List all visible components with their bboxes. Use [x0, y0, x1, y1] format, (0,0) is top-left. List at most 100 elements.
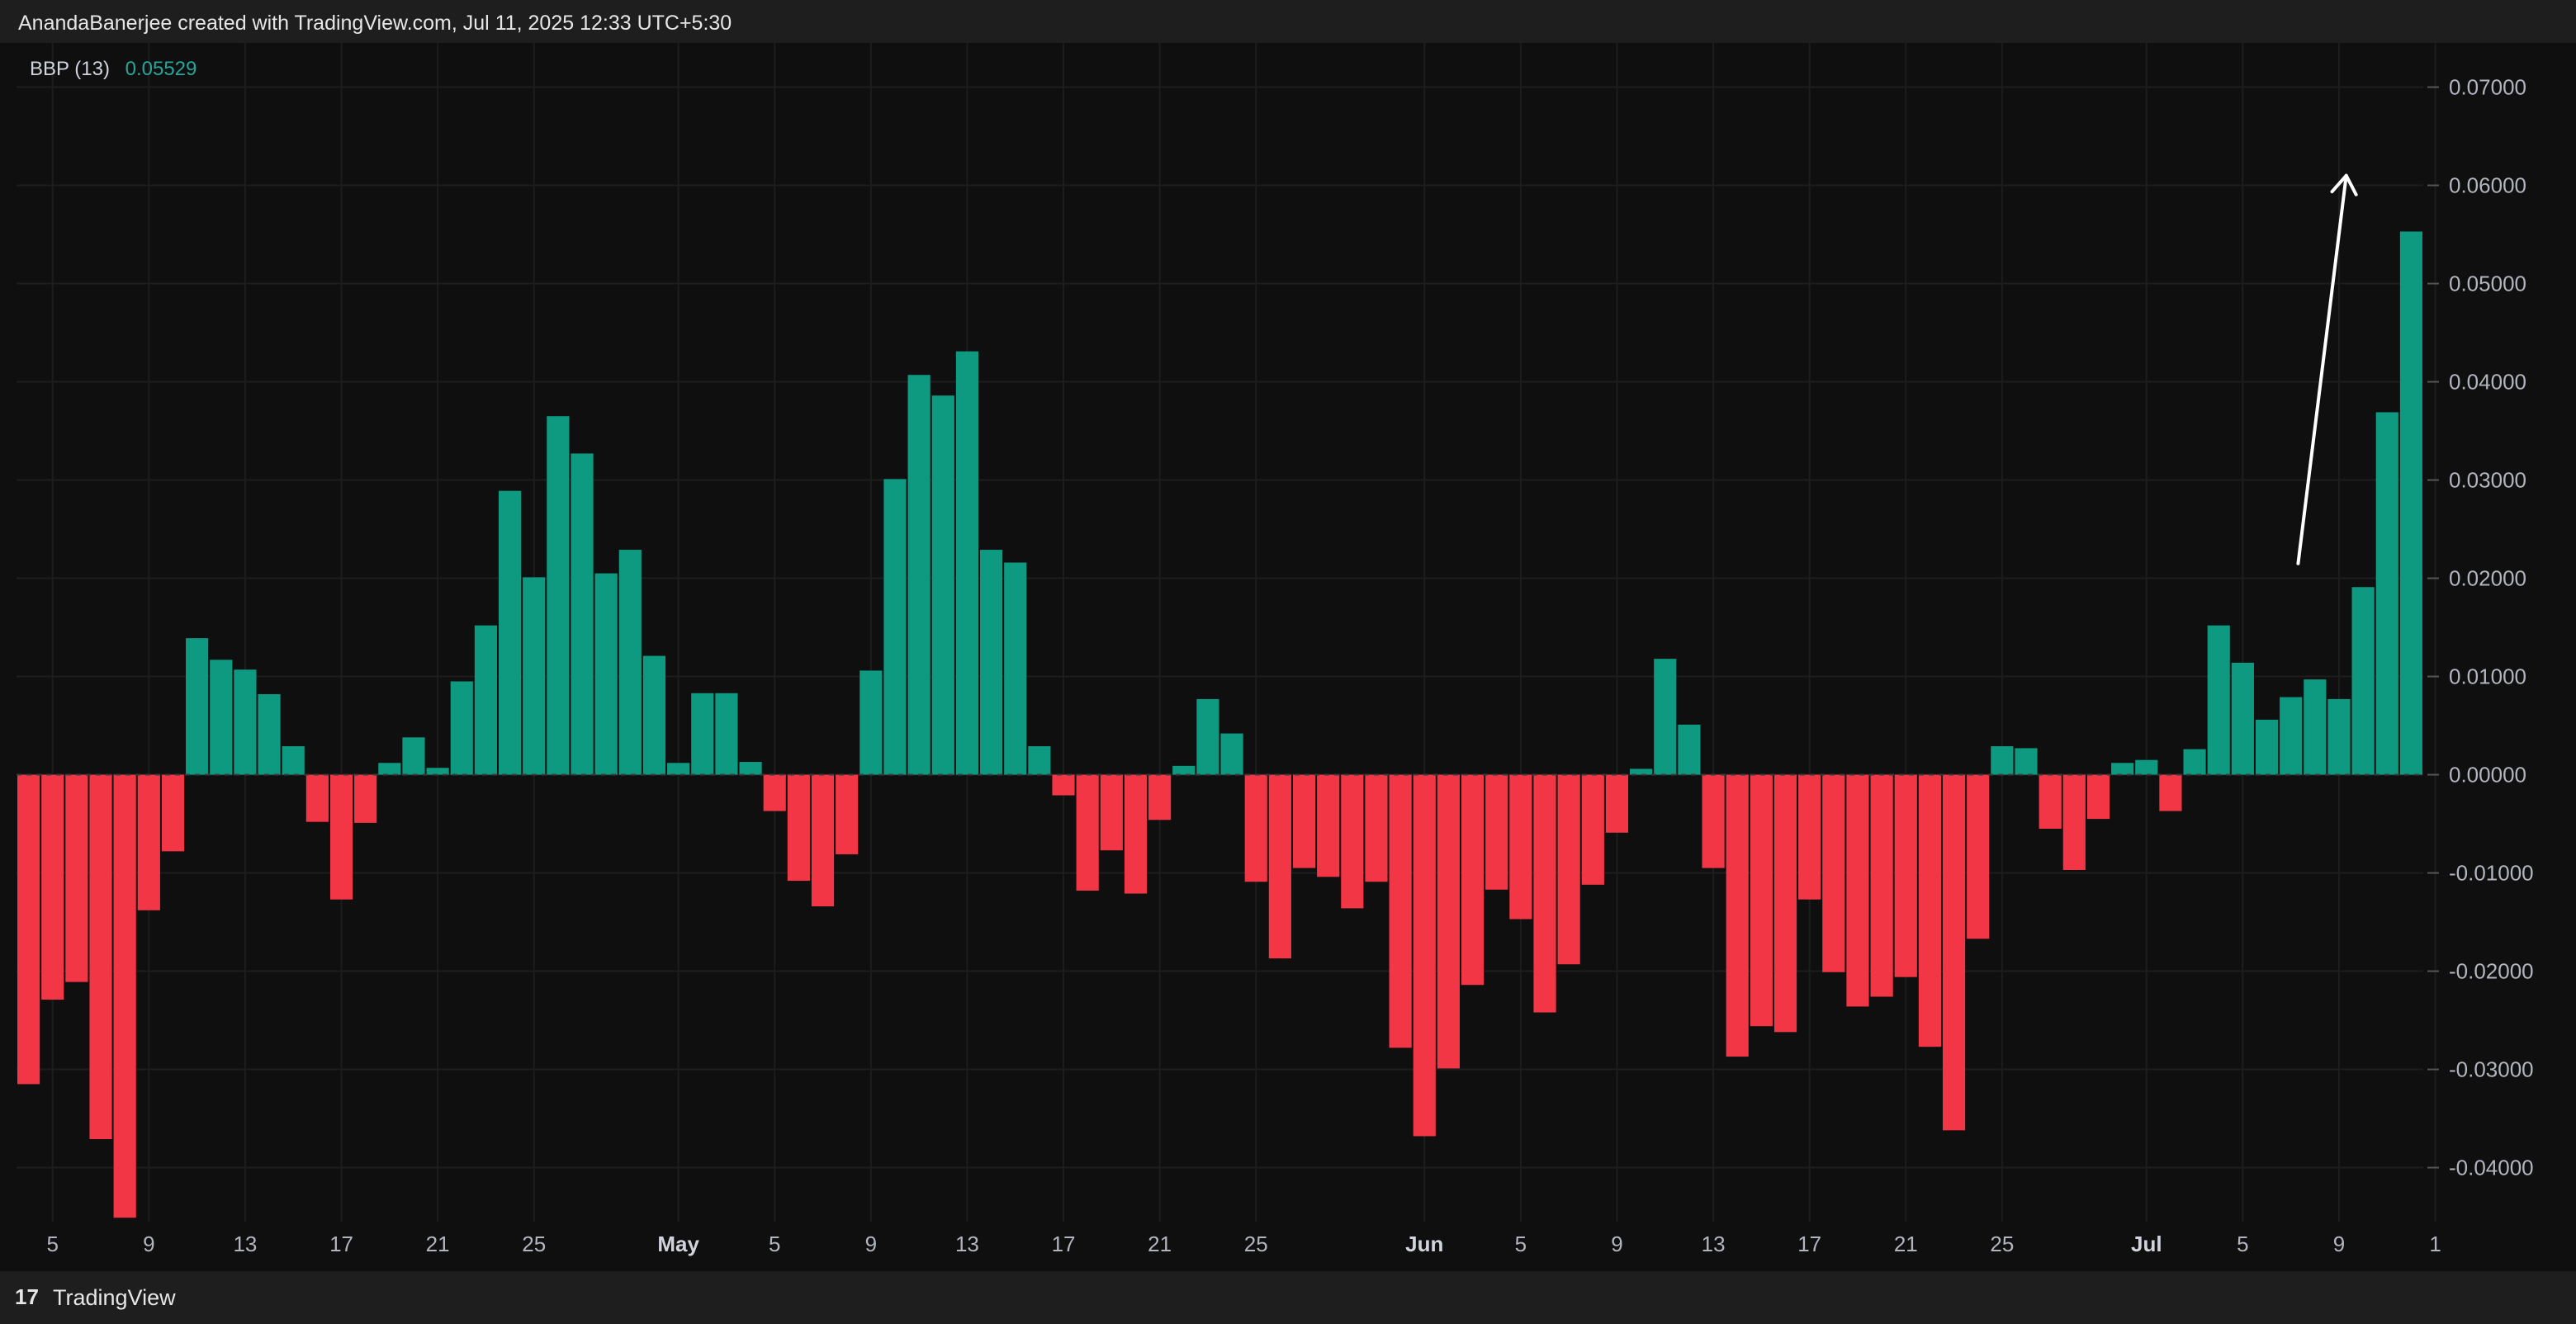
x-tick-label: May	[657, 1232, 699, 1256]
bbp-bar	[234, 669, 257, 775]
bbp-bar	[329, 774, 353, 900]
bbp-bar	[715, 693, 738, 775]
y-tick-label: -0.02000	[2449, 959, 2534, 984]
bbp-bar	[1004, 562, 1027, 775]
x-tick-label: 13	[233, 1232, 257, 1256]
bbp-bar	[836, 774, 859, 854]
bbp-bar	[811, 774, 835, 907]
bbp-bar	[1726, 774, 1749, 1057]
bbp-bar	[1365, 774, 1388, 882]
y-tick-label: 0.03000	[2449, 468, 2526, 493]
y-axis[interactable]: 0.07000 0.06000 0.05000 0.04000 0.03000 0.020…	[2427, 75, 2534, 1180]
bbp-bar	[1943, 774, 1966, 1131]
y-tick-label: 0.07000	[2449, 75, 2526, 100]
bbp-bar	[547, 416, 570, 775]
bbp-bar	[2255, 719, 2279, 775]
bbp-bar	[2111, 763, 2134, 775]
x-tick-label: 25	[1990, 1232, 2014, 1256]
bbp-bar	[378, 763, 401, 775]
bbp-bar	[1461, 774, 1485, 986]
bbp-bar	[1076, 774, 1099, 891]
x-tick-label: 9	[1611, 1232, 1622, 1256]
bbp-bar	[763, 774, 786, 811]
bbp-bar	[499, 490, 522, 775]
x-axis[interactable]: 5 9 13 17 21 25 May 5 9 13 17 21 25 Jun 5 9 13 17 21 25 Jul 5…	[46, 1232, 2441, 1256]
arrow-shaft	[2296, 173, 2348, 565]
bbp-bar	[1654, 659, 1677, 775]
bbp-bar	[2039, 774, 2062, 829]
bbp-bar	[426, 768, 449, 775]
bbp-bar	[1605, 774, 1629, 833]
bbp-bar	[2304, 679, 2327, 775]
bbp-bar	[1581, 774, 1604, 885]
bbp-bar	[1702, 774, 1725, 868]
bbp-bar	[907, 375, 930, 775]
bbp-bar	[1268, 774, 1291, 959]
y-tick-label: 0.01000	[2449, 664, 2526, 689]
bbp-bar	[1100, 774, 1123, 851]
x-tick-label: 9	[143, 1232, 154, 1256]
indicator-value: 0.05529	[125, 58, 197, 80]
x-tick-label: 5	[46, 1232, 58, 1256]
bbp-bar	[1822, 774, 1845, 972]
bbp-bar	[1196, 698, 1219, 775]
bbp-bar	[137, 774, 160, 910]
bbp-bar	[1485, 774, 1508, 890]
bbp-bar	[1991, 746, 2014, 775]
y-tick-label: 0.00000	[2449, 763, 2526, 787]
x-tick-label: 25	[1244, 1232, 1268, 1256]
bbp-bar	[1413, 774, 1436, 1137]
bbp-chart[interactable]: 0.07000 0.06000 0.05000 0.04000 0.03000 0.020…	[0, 43, 2576, 1271]
bbp-bar	[2351, 587, 2375, 775]
bbp-bar	[642, 655, 666, 775]
y-tick-label: -0.01000	[2449, 861, 2534, 886]
indicator-legend[interactable]: BBP (13) 0.05529	[30, 58, 197, 81]
grid-lines	[17, 43, 2436, 1222]
bbp-bar	[2086, 774, 2110, 820]
bbp-bar	[2375, 412, 2398, 775]
x-tick-label: Jun	[1405, 1232, 1443, 1256]
bbp-bar	[1148, 774, 1172, 820]
bbp-bar	[1437, 774, 1460, 1069]
bbp-bar	[1918, 774, 1941, 1047]
bbp-bar	[210, 660, 233, 775]
bbp-bar	[1124, 774, 1148, 894]
bbp-bar	[2015, 748, 2038, 775]
bbp-bar	[1533, 774, 1556, 1013]
bbp-bar	[1894, 774, 1917, 977]
x-tick-label: 5	[2237, 1232, 2248, 1256]
bbp-bar	[2062, 774, 2086, 870]
bbp-bar	[282, 746, 305, 775]
y-tick-label: 0.05000	[2449, 272, 2526, 296]
arrow-head	[2330, 173, 2358, 196]
y-tick-label: 0.02000	[2449, 566, 2526, 591]
x-tick-label: 17	[1797, 1232, 1821, 1256]
bbp-bar	[2135, 759, 2158, 775]
bbp-bar	[1967, 774, 1990, 939]
bbp-bar	[883, 479, 907, 775]
bbp-bar	[450, 681, 473, 775]
bbp-bar	[1244, 774, 1267, 882]
bbp-bar	[618, 550, 642, 775]
x-tick-label: 21	[1894, 1232, 1918, 1256]
bbp-bar	[1557, 774, 1580, 965]
x-tick-label: 5	[1515, 1232, 1527, 1256]
bbp-bar	[667, 763, 690, 775]
bbp-bar	[2231, 662, 2254, 775]
x-tick-label: 9	[865, 1232, 877, 1256]
x-tick-label: Jul	[2131, 1232, 2162, 1256]
bbp-bar	[89, 774, 112, 1140]
bbp-bar	[2207, 625, 2230, 775]
bbp-bar	[859, 670, 883, 775]
bbp-bar	[1678, 724, 1701, 775]
bbp-bar	[571, 453, 594, 775]
bbp-bar	[980, 550, 1003, 775]
x-tick-label: 1	[2429, 1232, 2441, 1256]
bbp-bar	[65, 774, 88, 982]
bbp-bar	[41, 774, 64, 1000]
bbp-bar	[1773, 774, 1797, 1033]
bbp-bar	[1798, 774, 1821, 900]
bbp-bar	[594, 573, 618, 775]
bbp-bar	[1630, 768, 1653, 775]
bbp-bar	[1846, 774, 1869, 1007]
